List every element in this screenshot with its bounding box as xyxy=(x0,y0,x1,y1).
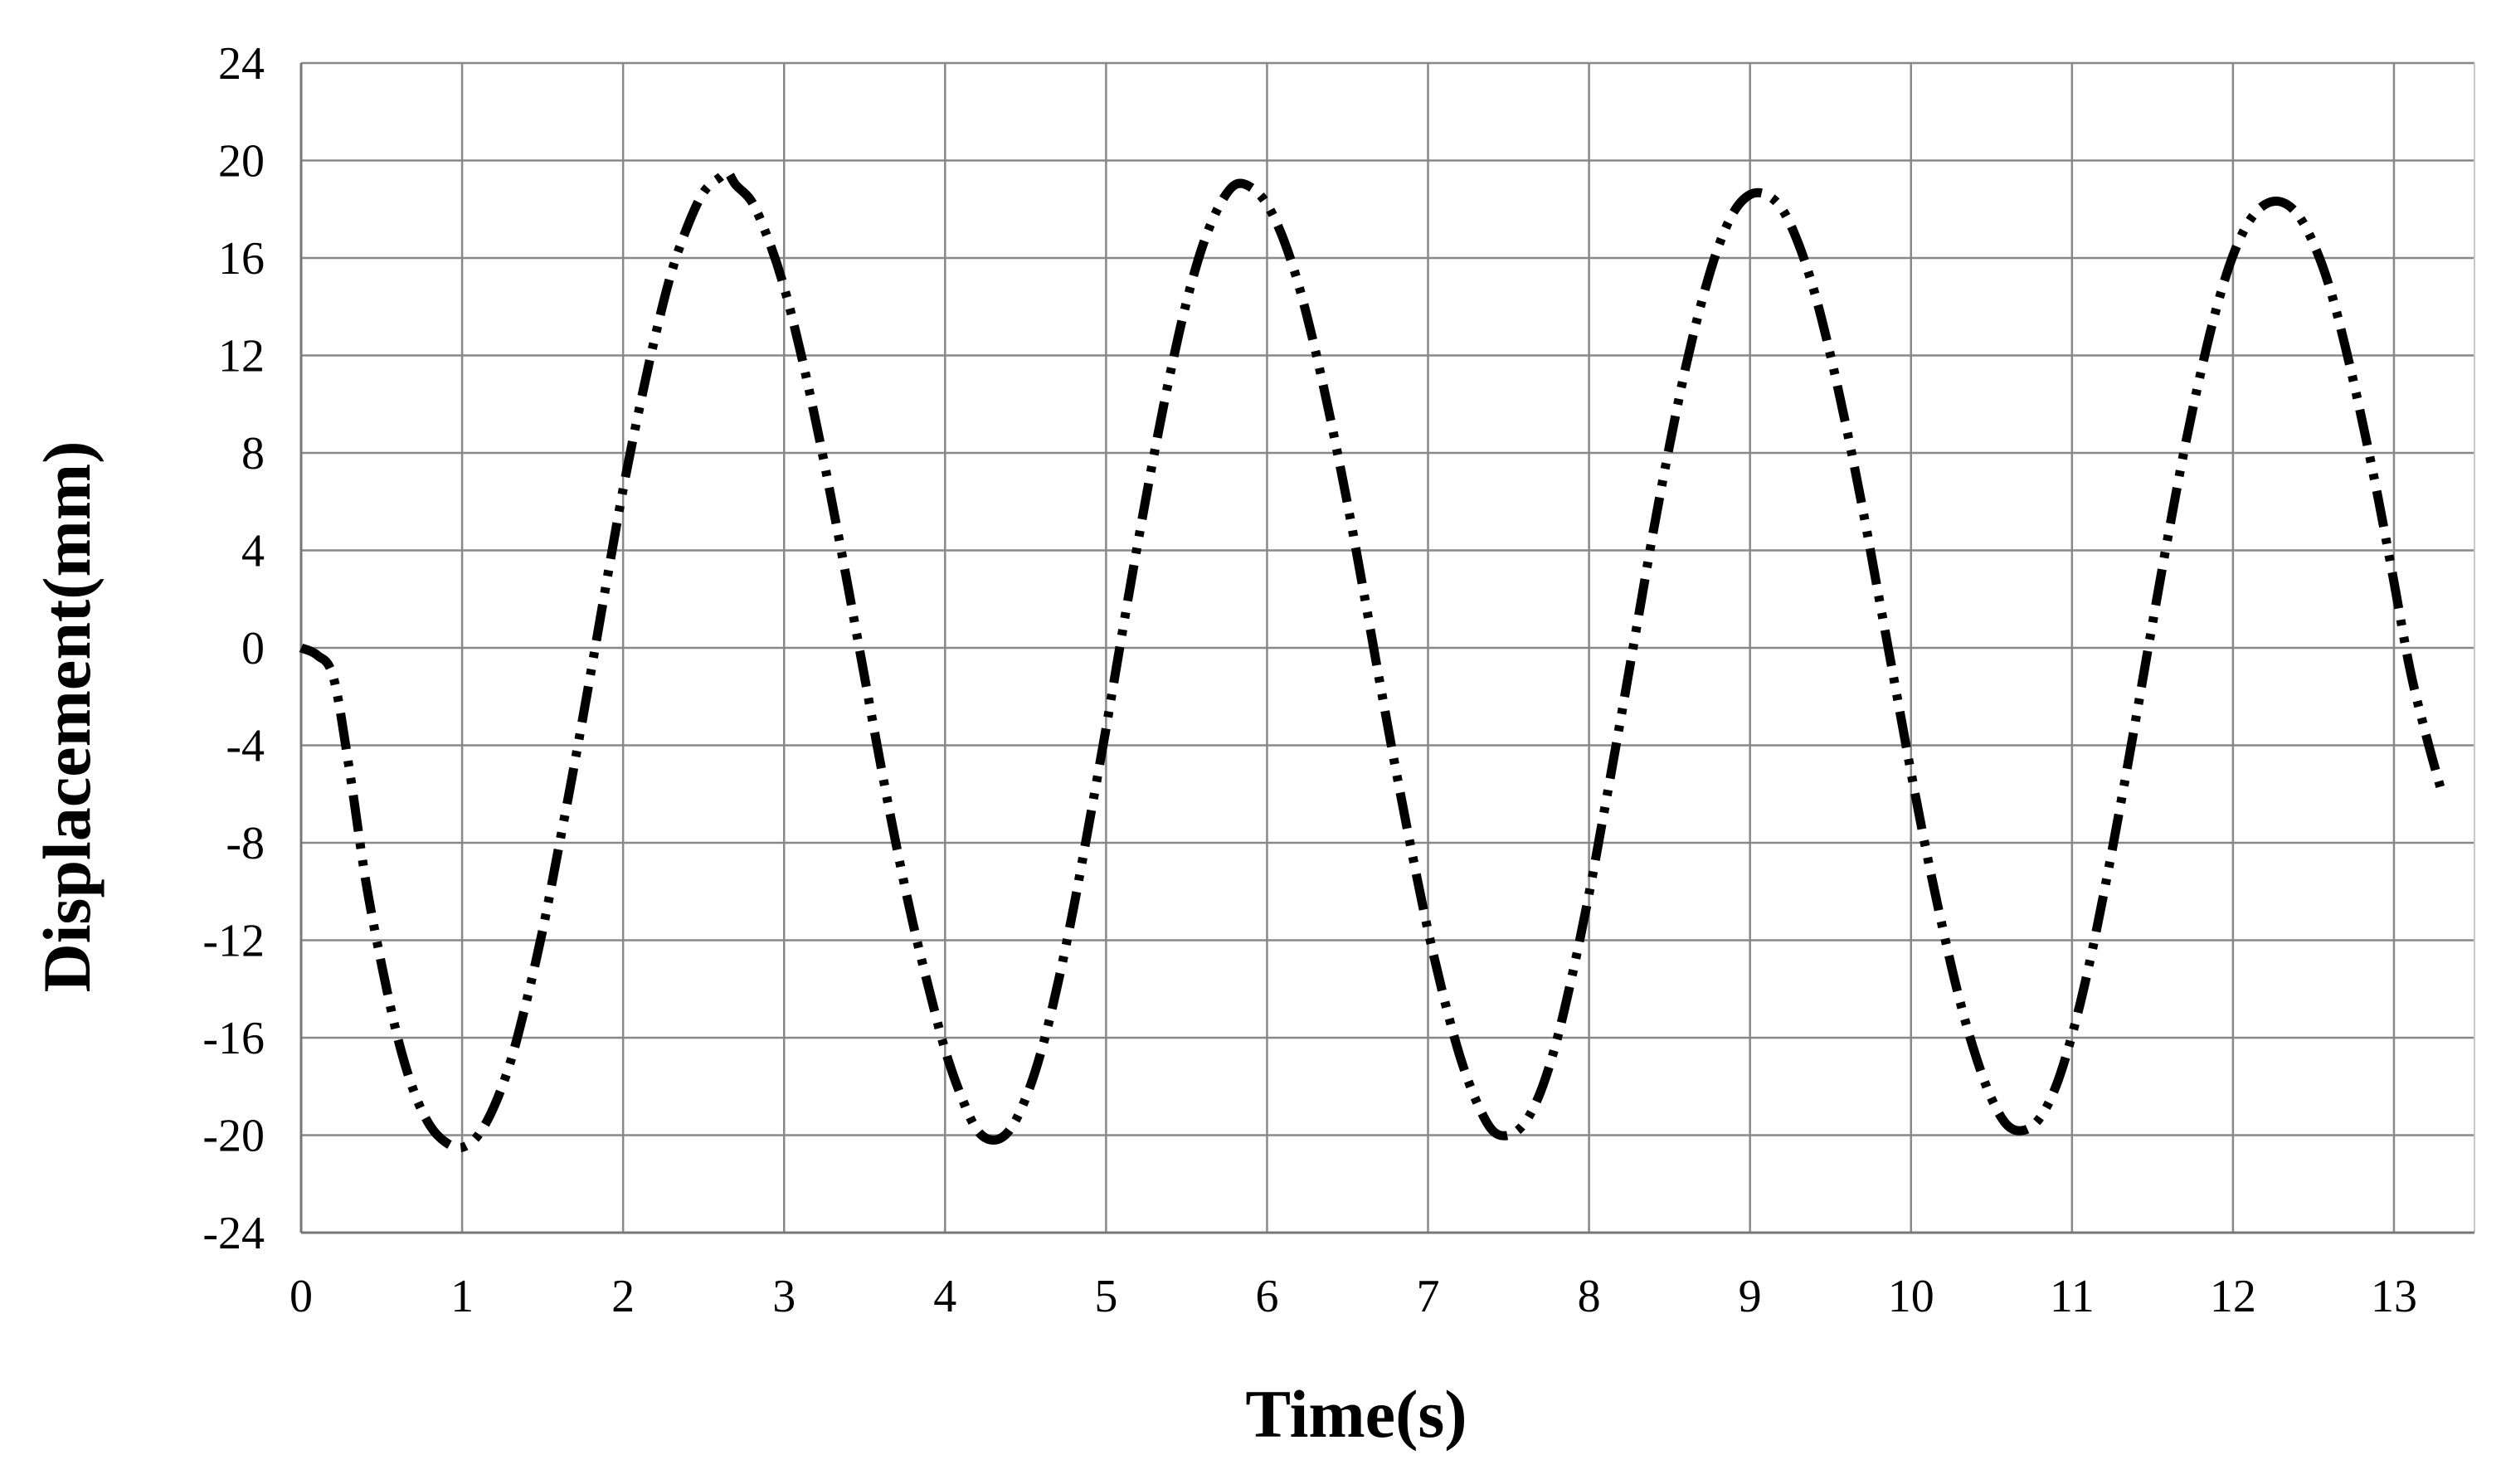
x-tick-label: 9 xyxy=(1739,1271,1762,1322)
x-tick-label: 13 xyxy=(2371,1271,2417,1322)
y-tick-label: 12 xyxy=(218,331,265,382)
y-tick-label: 16 xyxy=(218,233,265,285)
x-tick-label: 8 xyxy=(1578,1271,1601,1322)
y-tick-label: -12 xyxy=(202,916,265,967)
y-tick-label: 8 xyxy=(241,428,265,479)
y-tick-label: -20 xyxy=(202,1111,265,1162)
y-tick-label: -8 xyxy=(226,818,265,869)
x-tick-labels: 0 1 2 3 4 5 6 7 8 9 10 11 12 13 xyxy=(290,1271,2417,1322)
y-tick-label: -24 xyxy=(202,1208,265,1259)
x-tick-label: 4 xyxy=(933,1271,956,1322)
x-tick-label: 3 xyxy=(772,1271,796,1322)
x-tick-label: 5 xyxy=(1094,1271,1117,1322)
y-axis-title: Displacement(mm) xyxy=(29,441,105,993)
y-tick-label: -16 xyxy=(202,1013,265,1064)
y-tick-labels: 24 20 16 12 8 4 0 -4 -8 -12 -16 -20 -24 xyxy=(202,38,265,1259)
y-tick-label: 20 xyxy=(218,136,265,187)
x-tick-label: 1 xyxy=(450,1271,474,1322)
y-tick-label: 4 xyxy=(241,526,265,577)
x-tick-label: 6 xyxy=(1255,1271,1278,1322)
y-tick-label: 0 xyxy=(241,623,265,674)
x-tick-label: 7 xyxy=(1417,1271,1440,1322)
x-tick-label: 11 xyxy=(2050,1271,2095,1322)
y-tick-label: -4 xyxy=(226,721,265,772)
x-tick-label: 2 xyxy=(611,1271,635,1322)
x-axis-title: Time(s) xyxy=(1245,1376,1467,1452)
y-tick-label: 24 xyxy=(218,38,265,90)
x-tick-label: 0 xyxy=(290,1271,313,1322)
x-tick-label: 12 xyxy=(2210,1271,2256,1322)
x-tick-label: 10 xyxy=(1888,1271,1934,1322)
